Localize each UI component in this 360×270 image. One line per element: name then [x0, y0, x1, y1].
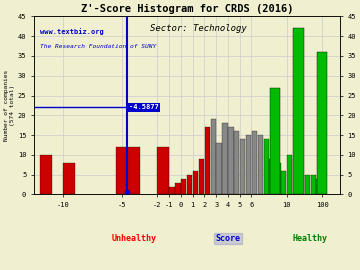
Bar	[199, 159, 204, 194]
Bar	[170, 187, 175, 194]
Text: Score: Score	[215, 234, 240, 243]
Bar	[187, 175, 192, 194]
Bar	[181, 179, 186, 194]
Bar	[293, 159, 298, 194]
Bar	[281, 171, 287, 194]
Bar	[116, 147, 140, 194]
Text: www.textbiz.org: www.textbiz.org	[40, 28, 104, 35]
Bar	[63, 163, 75, 194]
Bar	[293, 28, 304, 194]
Bar	[216, 143, 222, 194]
Bar	[316, 179, 322, 194]
Bar	[269, 159, 275, 194]
Text: -4.5877: -4.5877	[129, 104, 159, 110]
Y-axis label: Number of companies
(574 total): Number of companies (574 total)	[4, 70, 15, 141]
Bar	[264, 139, 269, 194]
Bar	[258, 135, 263, 194]
Bar	[287, 155, 292, 194]
Bar	[222, 123, 228, 194]
Bar	[275, 163, 280, 194]
Bar	[246, 135, 251, 194]
Bar	[193, 171, 198, 194]
Bar	[234, 131, 239, 194]
Bar	[299, 175, 304, 194]
Bar	[305, 175, 310, 194]
Bar	[211, 119, 216, 194]
Bar	[240, 139, 245, 194]
Bar	[252, 131, 257, 194]
Bar	[40, 155, 51, 194]
Bar	[270, 87, 280, 194]
Bar	[205, 127, 210, 194]
Text: The Research Foundation of SUNY: The Research Foundation of SUNY	[40, 44, 156, 49]
Bar	[157, 147, 169, 194]
Text: Unhealthy: Unhealthy	[111, 234, 156, 243]
Bar	[317, 52, 327, 194]
Bar	[228, 127, 234, 194]
Bar	[175, 183, 181, 194]
Bar	[311, 175, 316, 194]
Text: Healthy: Healthy	[293, 234, 328, 243]
Text: Sector: Technology: Sector: Technology	[150, 24, 246, 33]
Title: Z'-Score Histogram for CRDS (2016): Z'-Score Histogram for CRDS (2016)	[81, 4, 293, 14]
